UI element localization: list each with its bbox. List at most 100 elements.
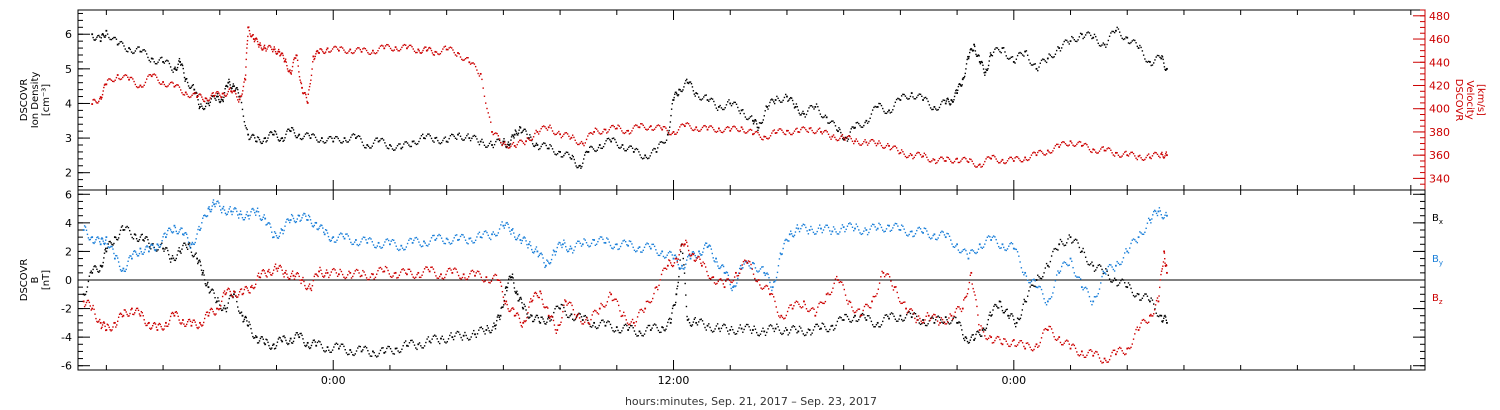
data-point xyxy=(750,115,753,117)
data-point xyxy=(892,146,894,148)
series-Bz-points xyxy=(82,239,1168,364)
data-point xyxy=(861,126,864,128)
data-point xyxy=(336,48,339,50)
data-point xyxy=(581,142,584,145)
data-point xyxy=(324,351,326,353)
data-point xyxy=(113,252,115,255)
data-point xyxy=(850,321,852,323)
data-point xyxy=(944,236,947,239)
data-point xyxy=(938,316,941,319)
data-point xyxy=(263,342,265,344)
data-point xyxy=(965,337,968,340)
data-point xyxy=(692,129,695,132)
data-point xyxy=(243,218,246,221)
data-point xyxy=(867,305,869,307)
data-point xyxy=(245,285,247,288)
data-point xyxy=(96,36,98,38)
data-point xyxy=(629,132,632,134)
data-point xyxy=(1125,286,1127,288)
data-point xyxy=(911,309,914,312)
data-point xyxy=(156,76,158,79)
data-point xyxy=(991,54,994,57)
data-point xyxy=(348,270,350,273)
data-point xyxy=(931,316,933,318)
data-point xyxy=(597,313,600,315)
data-point xyxy=(334,343,336,346)
data-point xyxy=(994,236,996,238)
data-point xyxy=(817,227,820,229)
data-point xyxy=(239,210,242,212)
data-point xyxy=(352,52,354,55)
data-point xyxy=(1079,251,1082,253)
data-point xyxy=(1015,58,1018,60)
data-point xyxy=(251,35,253,37)
data-point xyxy=(630,321,632,323)
data-point xyxy=(126,313,128,316)
data-point xyxy=(179,228,181,231)
data-point xyxy=(171,255,174,257)
data-point xyxy=(540,252,542,254)
data-point xyxy=(462,139,464,142)
data-point xyxy=(519,296,522,299)
data-point xyxy=(1042,58,1044,60)
data-point xyxy=(183,234,185,236)
data-point xyxy=(637,247,639,250)
data-point xyxy=(120,78,123,80)
data-point xyxy=(327,235,330,238)
data-point xyxy=(1092,264,1095,267)
data-point xyxy=(748,326,750,328)
data-point xyxy=(716,323,719,325)
data-point xyxy=(903,93,905,96)
data-point xyxy=(117,316,120,318)
data-point xyxy=(701,254,703,256)
data-point xyxy=(1106,269,1108,271)
data-point xyxy=(343,49,345,51)
data-point xyxy=(657,147,659,149)
data-point xyxy=(972,250,975,252)
data-point xyxy=(735,271,737,274)
data-point xyxy=(1015,156,1018,158)
data-point xyxy=(947,322,949,324)
data-point xyxy=(1107,147,1110,149)
data-point xyxy=(765,272,767,275)
data-point xyxy=(124,48,126,50)
data-point xyxy=(541,316,543,318)
data-point xyxy=(910,308,912,310)
data-point xyxy=(464,277,466,279)
data-point xyxy=(1022,303,1024,305)
data-point xyxy=(167,325,169,327)
data-point xyxy=(555,305,558,308)
data-point xyxy=(182,233,184,236)
data-point xyxy=(451,336,454,339)
data-point xyxy=(902,151,904,153)
data-point xyxy=(464,331,466,334)
data-point xyxy=(159,246,161,248)
data-point xyxy=(571,154,574,157)
data-point xyxy=(647,243,650,245)
data-point xyxy=(499,281,502,283)
data-point xyxy=(433,141,435,143)
data-point xyxy=(976,331,978,333)
data-point xyxy=(517,235,520,237)
data-point xyxy=(335,241,337,243)
data-point xyxy=(764,334,767,337)
data-point xyxy=(308,85,311,88)
data-point xyxy=(474,135,477,138)
data-point xyxy=(108,240,110,243)
data-point xyxy=(602,319,604,321)
data-point xyxy=(807,310,809,312)
data-point xyxy=(233,208,235,210)
data-point xyxy=(1017,318,1020,320)
data-point xyxy=(1076,239,1078,241)
data-point xyxy=(403,43,406,46)
data-point xyxy=(357,135,360,137)
data-point xyxy=(724,272,727,274)
data-point xyxy=(97,102,99,104)
data-point xyxy=(677,263,679,266)
data-point xyxy=(286,218,288,221)
data-point xyxy=(698,321,700,323)
data-point xyxy=(633,125,636,127)
data-point xyxy=(610,293,613,296)
data-point xyxy=(621,144,624,146)
data-point xyxy=(1014,157,1016,159)
